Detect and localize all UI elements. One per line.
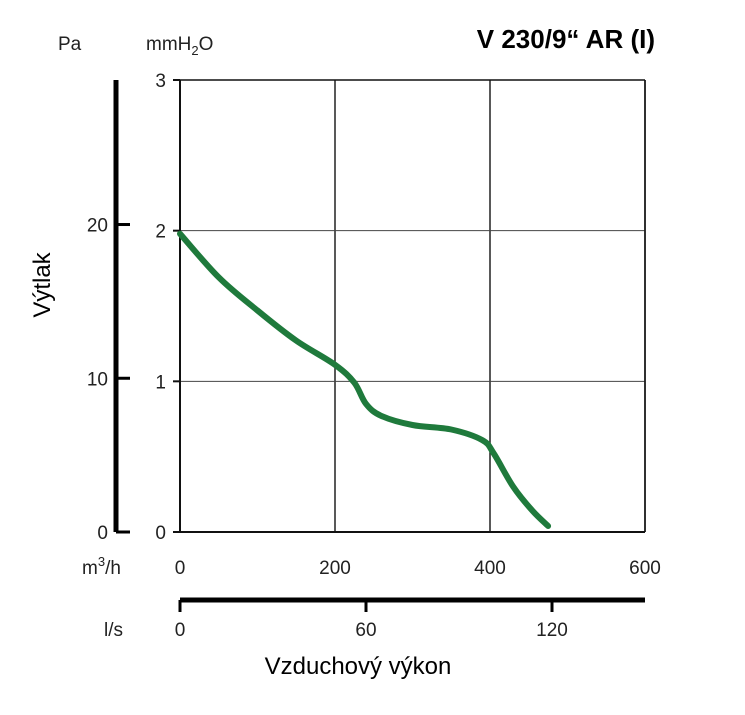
unit-mmh2o-sub: 2 bbox=[191, 43, 198, 58]
unit-mmh2o-label: mmH2O bbox=[146, 34, 213, 58]
unit-m3h-end: /h bbox=[105, 558, 121, 579]
unit-m3h-label: m3/h bbox=[82, 554, 121, 579]
y-mmh2o-tick-label: 2 bbox=[155, 222, 166, 243]
y-pa-tick-label: 10 bbox=[87, 369, 108, 390]
x-ls-tick-label: 120 bbox=[536, 620, 568, 641]
axes-layer bbox=[116, 80, 645, 600]
y-mmh2o-tick-label: 1 bbox=[155, 372, 166, 393]
y-mmh2o-tick-label: 0 bbox=[155, 523, 166, 544]
x-m3h-tick-label: 400 bbox=[474, 558, 506, 579]
unit-mmh2o-main: mmH bbox=[146, 34, 191, 55]
x-ls-tick-label: 60 bbox=[355, 620, 376, 641]
x-m3h-tick-label: 200 bbox=[319, 558, 351, 579]
unit-m3h-main: m bbox=[82, 558, 98, 579]
y-mmh2o-tick-label: 3 bbox=[155, 71, 166, 92]
x-ls-tick-label: 0 bbox=[175, 620, 186, 641]
y-pa-tick-label: 0 bbox=[97, 523, 108, 544]
x-m3h-tick-label: 600 bbox=[629, 558, 661, 579]
chart-title: V 230/9“ AR (I) bbox=[477, 24, 655, 54]
unit-pa-label: Pa bbox=[58, 34, 82, 55]
unit-ls-label: l/s bbox=[104, 620, 123, 641]
unit-m3h-sup: 3 bbox=[98, 554, 105, 569]
unit-mmh2o-end: O bbox=[199, 34, 214, 55]
y-axis-title: Výtlak bbox=[29, 251, 56, 317]
series-line bbox=[180, 234, 548, 526]
series-layer bbox=[180, 234, 548, 526]
x-axis-title: Vzduchový výkon bbox=[265, 653, 452, 680]
x-m3h-tick-label: 0 bbox=[175, 558, 186, 579]
y-pa-tick-label: 20 bbox=[87, 216, 108, 237]
